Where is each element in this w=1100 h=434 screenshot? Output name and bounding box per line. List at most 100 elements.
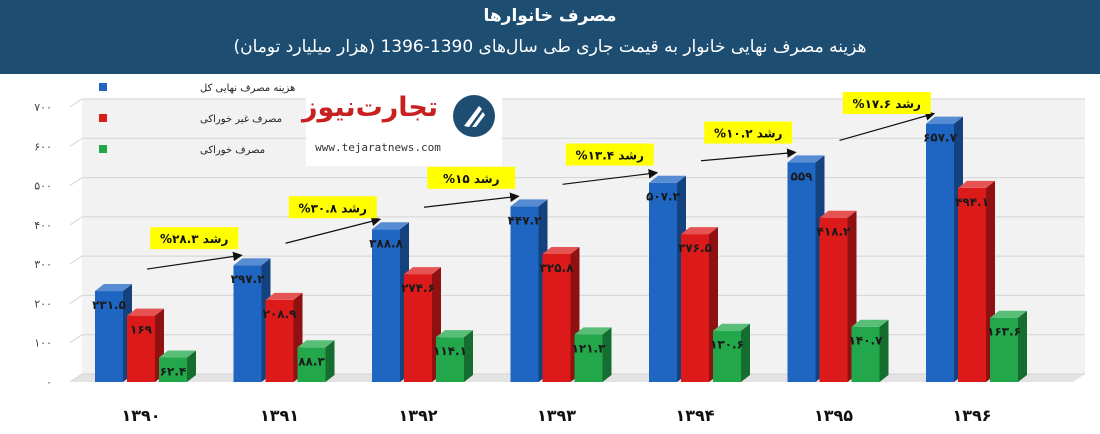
bar-front [819,217,848,382]
gridline-diagonal [69,295,83,304]
gridline-diagonal [69,137,83,147]
household-consumption-chart: ۰ ۱۰۰ ۲۰۰ ۳۰۰ ۴۰۰ ۵۰۰ ۶۰۰ ۷۰۰ ۲۳۱.۵ ۱۶۹ ۶۲.۴ ۱۳۹۰ ۲۹… [34,83,1085,425]
growth-box [704,121,793,144]
bar-front [159,357,187,382]
y-tick-label: ۷۰۰ [34,101,52,114]
growth-arrow [423,192,520,208]
bar-side [325,340,335,382]
growth-label: رشد ۱۰.۲% [714,127,782,141]
data-label: ۱۱۴.۱ [433,344,467,358]
bar-front [95,291,123,382]
growth-label: رشد ۱۳.۴% [576,149,644,163]
tejaratnews-logo-icon [453,95,495,137]
bar-top [851,319,889,327]
legend-swatch [99,114,107,122]
x-tick-label: ۱۳۹۶ [952,406,991,425]
gridline-diagonal [69,334,83,344]
x-tick-label: ۱۳۹۰ [121,406,160,425]
growth-box [150,227,239,250]
legend-label: هزینه مصرف نهایی کل [200,83,295,94]
data-label: ۳۲۵.۸ [540,261,575,275]
bar-front [127,315,155,382]
bar-front [404,274,432,382]
data-label: ۳۷۶.۵ [678,241,712,255]
data-label: ۱۴۰.۷ [849,334,884,348]
growth-label: رشد ۱۷.۶% [853,97,921,111]
bar-front [851,326,880,382]
bar-front [990,317,1018,382]
data-label: ۱۲۱.۳ [572,341,607,355]
bar-side [741,323,750,382]
bar-top [159,350,196,358]
data-label: ۳۸۸.۸ [369,236,404,250]
y-tick-label: ۵۰۰ [34,180,52,193]
bar-front [958,187,986,382]
data-label: ۱۶۳.۶ [987,325,1021,339]
data-label: ۴۴۷.۲ [508,213,543,227]
gridline-diagonal [69,216,83,226]
data-label: ۴۱۸.۲ [817,225,852,239]
bar-top [436,330,473,338]
data-label: ۲۳۱.۵ [92,298,126,312]
chart-subtitle: هزینه مصرف نهایی خانوار به قیمت جاری طی … [233,37,867,57]
y-tick-label: ۲۰۰ [34,297,52,310]
data-label: ۲۰۸.۹ [263,307,298,321]
y-tick-label: ۴۰۰ [34,219,52,232]
legend-label: مصرف خوراکی [200,145,265,156]
bar-top [404,267,441,275]
bar-top [681,227,718,235]
tejaratnews-logo: تجارت‌نیوز www.tejaratnews.com [301,86,502,166]
data-label: ۶۵۷.۷ [923,131,958,145]
logo-name: تجارت‌نیوز [301,92,438,123]
bar-top [510,199,548,207]
bar-front [297,347,326,382]
data-label: ۱۳۰.۶ [710,338,744,352]
x-tick-label: ۱۳۹۱ [260,406,299,425]
bar-top [127,308,164,316]
bar-top [649,175,686,183]
data-label: ۸۸.۳ [298,354,325,368]
x-tick-label: ۱۳۹۴ [675,406,714,425]
bar-top [265,292,303,300]
chart-header: مصرف خانوارها هزینه مصرف نهایی خانوار به… [0,0,1100,74]
bar-top [819,210,857,218]
y-tick-label: ۰ [46,376,52,389]
logo-url: www.tejaratnews.com [315,141,441,154]
growth-arrow [839,111,936,141]
bar-top [372,222,409,230]
growth-box [288,196,377,219]
bar-front [713,330,741,382]
data-label: ۵۵۹ [791,169,814,183]
y-tick-label: ۱۰۰ [34,337,52,350]
x-tick-label: ۱۳۹۵ [814,406,853,425]
growth-box [842,92,931,115]
data-label: ۲۷۴.۶ [401,281,435,295]
bar-top [713,323,750,331]
bar-front [436,337,464,382]
bar-side [1018,310,1027,382]
chart-title: مصرف خانوارها [483,6,617,26]
growth-arrow [146,251,243,270]
bar-side [879,319,889,382]
bar-top [574,327,612,335]
data-label: ۱۶۹ [130,323,153,337]
data-label: ۶۲.۴ [160,364,187,378]
growth-box [427,166,516,189]
bar-front [233,265,262,382]
gridline-diagonal [69,373,83,383]
bar-top [990,310,1027,318]
bar-top [787,155,825,163]
bar-front [372,229,400,382]
legend-swatch [99,145,107,153]
y-tick-label: ۶۰۰ [34,140,52,153]
legend-swatch [99,83,107,91]
growth-arrow [285,216,382,244]
gridline-diagonal [69,98,83,108]
growth-arrow [562,168,659,185]
data-label: ۴۹۴.۱ [955,195,989,209]
y-tick-label: ۳۰۰ [34,258,52,271]
bar-top [233,258,271,266]
bar-top [297,340,335,348]
bar-top [542,247,580,255]
bar-side [187,350,196,382]
